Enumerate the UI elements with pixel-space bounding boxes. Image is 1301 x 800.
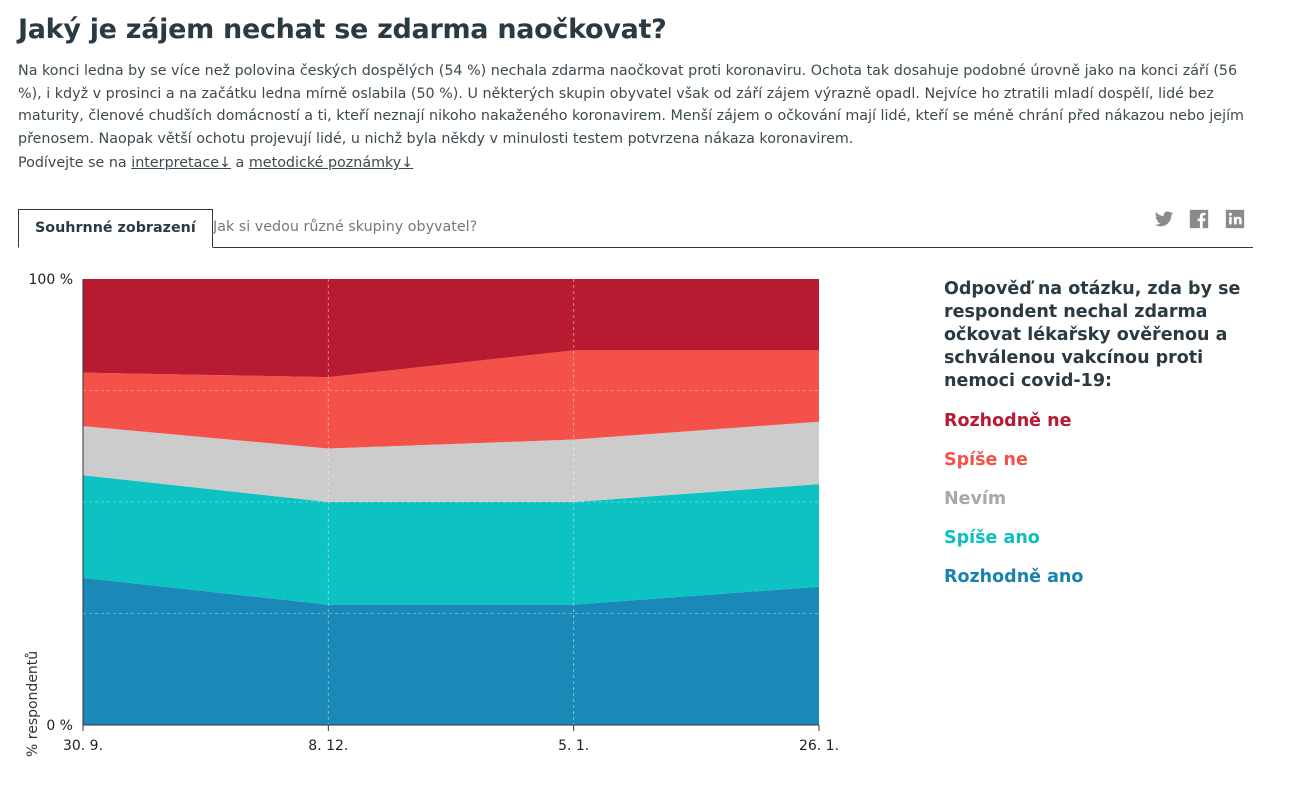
page-title: Jaký je zájem nechat se zdarma naočkovat… [18, 14, 667, 45]
metodicke-poznamky-link[interactable]: metodické poznámky↓ [248, 155, 414, 171]
area-layers [83, 279, 819, 725]
legend-title: Odpověď na otázku, zda by se respondent … [944, 279, 1241, 391]
links-and: a [235, 155, 245, 171]
y-tick-label-1: 0 % [46, 718, 73, 734]
tab-skupiny-obyvatel[interactable]: Jak si vedou různé skupiny obyvatel? [213, 219, 478, 235]
legend-item-rozhodne-ano[interactable]: Rozhodně ano [944, 567, 1084, 587]
y-tick-label-0: 100 % [29, 272, 73, 288]
area-series-1[interactable] [83, 475, 819, 605]
stacked-area-chart: 30. 9. 8. 12. 5. 1. 26. 1. 100 % 0 % % respon… [25, 272, 840, 757]
grid-lines [83, 279, 819, 725]
area-series-0[interactable] [83, 577, 819, 725]
linkedin-icon[interactable] [1225, 209, 1245, 229]
x-tick-label-0: 30. 9. [63, 738, 103, 754]
facebook-icon[interactable] [1189, 209, 1209, 229]
links-line: Podívejte se na interpretace↓ a metodick… [18, 155, 413, 171]
tab-souhrnne-zobrazeni[interactable]: Souhrnné zobrazení [18, 209, 213, 248]
x-tick-label-1: 8. 12. [308, 738, 348, 754]
area-series-2[interactable] [83, 421, 819, 502]
x-tick-label-3: 26. 1. [799, 738, 839, 754]
tab-bar: Souhrnné zobrazení Jak si vedou různé sk… [18, 209, 1253, 248]
legend-item-spise-ne[interactable]: Spíše ne [944, 450, 1028, 470]
area-series-4[interactable] [83, 279, 819, 378]
legend: Odpověď na otázku, zda by se respondent … [944, 278, 1264, 588]
legend-item-rozhodne-ne[interactable]: Rozhodně ne [944, 411, 1072, 431]
interpretace-link[interactable]: interpretace↓ [131, 155, 231, 171]
twitter-icon[interactable] [1154, 209, 1174, 229]
area-series-3[interactable] [83, 350, 819, 449]
y-axis-label: % respondentů [25, 651, 41, 757]
legend-item-spise-ano[interactable]: Spíše ano [944, 528, 1040, 548]
legend-item-nevim[interactable]: Nevím [944, 489, 1007, 509]
links-prefix: Podívejte se na [18, 155, 127, 171]
axes: 30. 9. 8. 12. 5. 1. 26. 1. 100 % 0 % [29, 272, 840, 754]
x-tick-label-2: 5. 1. [558, 738, 589, 754]
intro-text: Na konci ledna by se více než polovina č… [18, 63, 1244, 147]
